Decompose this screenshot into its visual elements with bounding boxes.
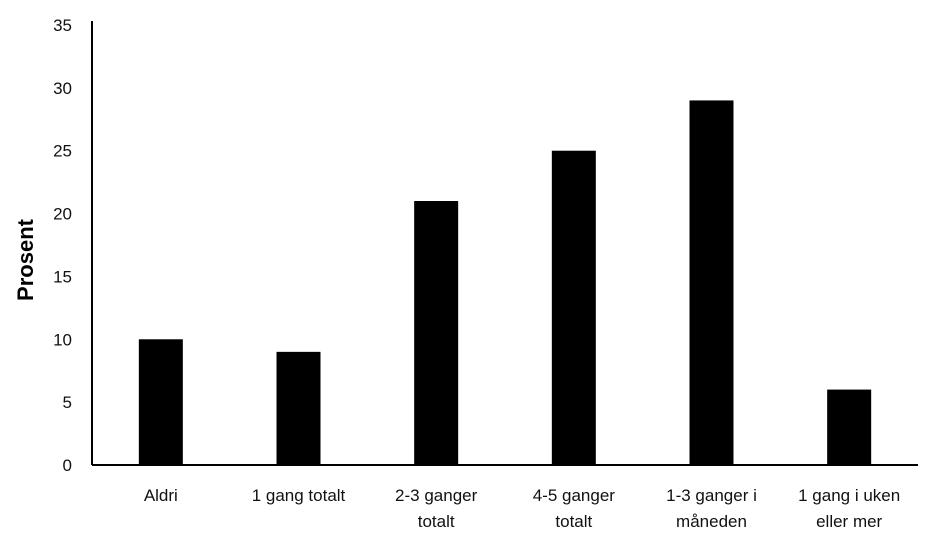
y-tick-label: 20 bbox=[53, 205, 72, 224]
y-tick-label: 35 bbox=[53, 16, 72, 35]
bar bbox=[689, 100, 734, 465]
x-category-label: 1 gang totalt bbox=[252, 486, 346, 505]
y-tick-label: 10 bbox=[53, 330, 72, 349]
y-axis-title: Prosent bbox=[13, 218, 38, 301]
x-category-label: Aldri bbox=[144, 486, 178, 505]
x-axis-labels: Aldri 1 gang totalt 2-3 ganger totalt 4-5 ga… bbox=[144, 486, 900, 531]
y-tick-label: 0 bbox=[63, 456, 72, 475]
y-tick-label: 5 bbox=[63, 393, 72, 412]
bars bbox=[138, 100, 872, 465]
y-tick-label: 15 bbox=[53, 267, 72, 286]
y-tick-label: 30 bbox=[53, 79, 72, 98]
bar bbox=[551, 150, 596, 465]
y-axis-ticks: 0 5 10 15 20 25 30 35 bbox=[53, 16, 72, 475]
x-category-label: 1-3 ganger i måneden bbox=[666, 486, 757, 531]
bar bbox=[827, 389, 872, 465]
x-category-label: 2-3 ganger totalt bbox=[395, 486, 478, 531]
x-category-label: 4-5 ganger totalt bbox=[533, 486, 616, 531]
bar bbox=[414, 201, 459, 465]
bar bbox=[138, 339, 183, 465]
x-category-label: 1 gang i uken eller mer bbox=[798, 486, 900, 531]
y-tick-label: 25 bbox=[53, 142, 72, 161]
bar bbox=[276, 351, 321, 465]
